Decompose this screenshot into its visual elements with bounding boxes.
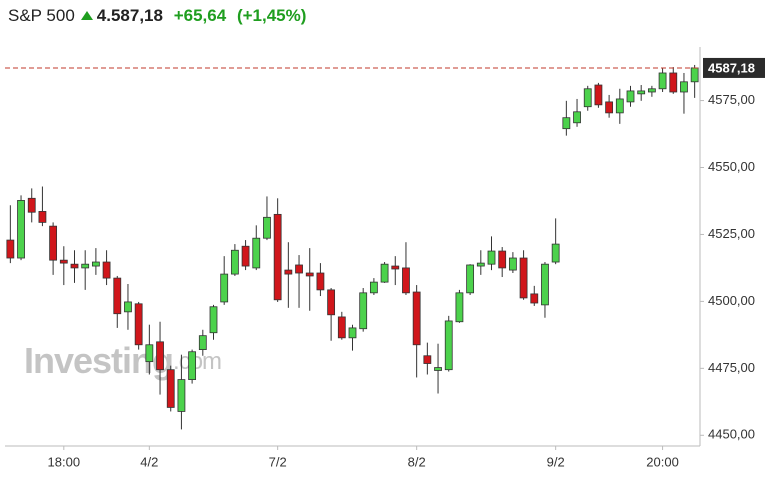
candle-body <box>669 72 678 93</box>
y-tick-label: 4525,00 <box>708 226 755 241</box>
change-pct: (+1,45%) <box>236 6 307 25</box>
candle-body <box>305 272 314 277</box>
candle-body <box>220 273 229 303</box>
candle-body <box>188 351 197 380</box>
x-tick-label: 20:00 <box>646 454 679 469</box>
candle-body <box>316 272 325 291</box>
candle-body <box>476 262 485 267</box>
y-tick-label: 4450,00 <box>708 427 755 442</box>
candle-body <box>402 267 410 294</box>
candle-body <box>49 225 58 261</box>
candle-body <box>198 335 207 350</box>
candle-body <box>455 292 464 323</box>
candle-body <box>263 216 271 239</box>
candle-body <box>124 301 132 313</box>
candle-body <box>605 101 614 114</box>
candle-body <box>327 289 336 316</box>
candle-body <box>284 269 293 275</box>
candle-body <box>359 292 368 330</box>
candle-body <box>38 211 47 223</box>
candle-body <box>337 316 346 339</box>
candle-body <box>134 303 143 346</box>
last-price-label: 4587,18 <box>708 60 755 75</box>
candle-body <box>466 264 475 294</box>
candle-body <box>27 197 36 213</box>
change: +65,64 <box>173 6 227 25</box>
candle-body <box>573 111 581 124</box>
y-tick-label: 4550,00 <box>708 159 755 174</box>
candle-body <box>498 250 507 269</box>
candle-body <box>690 67 699 83</box>
candle-body <box>658 72 667 90</box>
candle-body <box>551 243 560 263</box>
y-tick-label: 4475,00 <box>708 360 755 375</box>
candle-body <box>562 117 571 130</box>
candle-body <box>487 250 496 265</box>
candle-body <box>412 291 421 346</box>
candle-body <box>230 249 239 275</box>
last-price-box <box>703 57 765 78</box>
candle-body <box>209 306 218 334</box>
candle-body <box>637 90 646 95</box>
header: S&P 500 4.587,18 +65,64 (+1,45%) <box>8 6 312 26</box>
price: 4.587,18 <box>96 6 163 25</box>
candle-body <box>59 259 68 264</box>
candle-body <box>241 245 250 267</box>
candle-body <box>423 355 432 364</box>
candle-body <box>615 98 624 114</box>
candle-body <box>369 281 378 294</box>
candle-body <box>594 84 603 106</box>
candle-body <box>519 257 528 299</box>
candle-body <box>530 293 539 304</box>
x-tick-label: 9/2 <box>547 454 565 469</box>
candle-body <box>17 200 25 259</box>
candle-body <box>434 367 442 371</box>
candle-body <box>348 327 357 339</box>
candle-body <box>444 320 453 371</box>
candle-body <box>583 88 592 108</box>
candle-body <box>156 341 164 371</box>
title: S&P 500 <box>8 6 75 25</box>
candle-body <box>91 261 100 267</box>
x-tick-label: 18:00 <box>48 454 81 469</box>
candle-body <box>680 81 688 93</box>
candle-body <box>166 369 175 408</box>
candle-body <box>647 88 656 93</box>
y-tick-label: 4575,00 <box>708 92 755 107</box>
candle-body <box>145 344 154 363</box>
candle-body <box>541 263 549 306</box>
candle-body <box>81 263 90 269</box>
up-arrow <box>80 11 93 20</box>
candle-body <box>6 239 15 259</box>
candle-body <box>508 257 517 271</box>
candle-body <box>70 263 79 269</box>
candle-body <box>391 265 400 270</box>
x-tick-label: 7/2 <box>269 454 287 469</box>
candle-body <box>113 277 122 315</box>
candle-body <box>273 213 282 301</box>
candle-body <box>380 263 389 283</box>
watermark-suffix: .com <box>173 348 221 375</box>
candle-body <box>626 90 635 103</box>
x-tick-label: 4/2 <box>140 454 158 469</box>
y-tick-label: 4500,00 <box>708 293 755 308</box>
candle-body <box>102 261 111 279</box>
candle-body <box>252 237 261 269</box>
x-tick-label: 8/2 <box>408 454 426 469</box>
candle-body <box>177 379 186 412</box>
candle-body <box>295 264 303 274</box>
